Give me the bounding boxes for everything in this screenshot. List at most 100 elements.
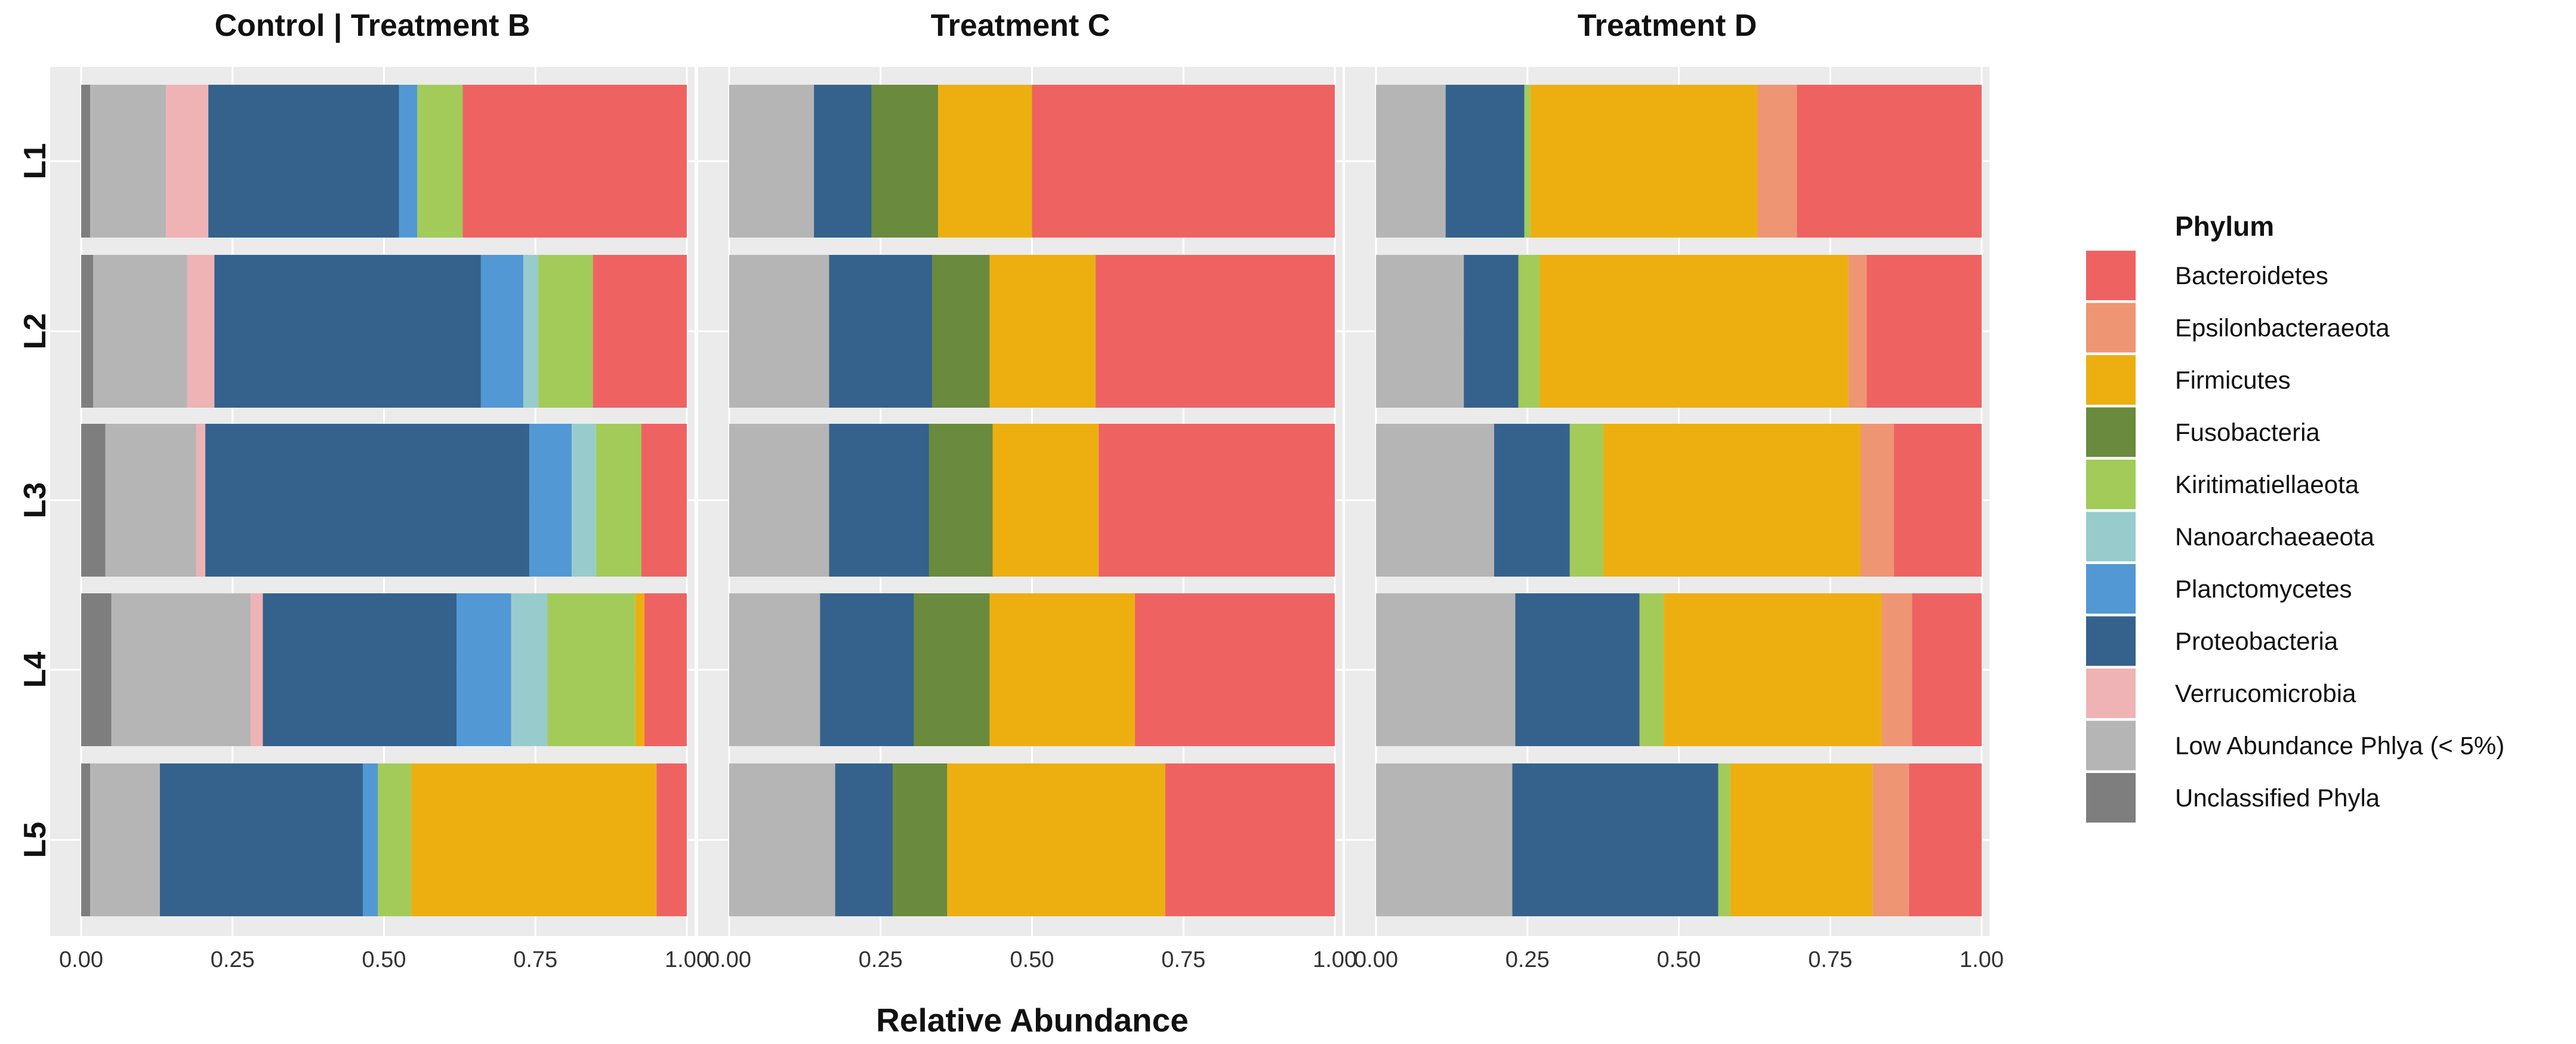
legend-label-low-abundance-phlya-5: Low Abundance Phlya (< 5%): [2175, 732, 2504, 760]
bar-segment-l1-epsilonbacteraeota: [1757, 85, 1797, 238]
row-label-l4: L4: [18, 652, 53, 688]
bar-segment-l2-low-abundance-phlya-5: [1376, 255, 1464, 408]
panel-title: Control | Treatment B: [215, 8, 530, 43]
bar-segment-l4-firmicutes: [1664, 593, 1882, 746]
bar-segment-l3-low-abundance-phlya-5: [1376, 424, 1494, 577]
x-tick-label: 0.25: [859, 947, 903, 972]
legend-swatch-firmicutes: [2086, 355, 2136, 405]
bar-segment-l1-planctomycetes: [399, 85, 418, 238]
bar-segment-l5-planctomycetes: [362, 763, 378, 916]
bar-segment-l2-kiritimatiellaeota: [1518, 255, 1540, 408]
bar-segment-l3-unclassified-phyla: [81, 424, 106, 577]
legend-label-fusobacteria: Fusobacteria: [2175, 418, 2320, 446]
row-label-l2: L2: [18, 313, 53, 350]
bar-segment-l5-firmicutes: [411, 763, 657, 916]
bar-segment-l2-firmicutes: [1540, 255, 1849, 408]
bar-segment-l4-nanoarchaeaeota: [511, 593, 548, 746]
legend-swatch-fusobacteria: [2086, 407, 2136, 457]
legend-label-proteobacteria: Proteobacteria: [2175, 627, 2339, 655]
bar-segment-l1-low-abundance-phlya-5: [90, 85, 166, 238]
x-tick-label: 0.75: [1808, 947, 1852, 972]
bar-segment-l3-epsilonbacteraeota: [1861, 424, 1894, 577]
bar-segment-l3-bacteroidetes: [1099, 424, 1335, 577]
legend-swatch-kiritimatiellaeota: [2086, 460, 2136, 509]
bar-segment-l4-kiritimatiellaeota: [547, 593, 635, 746]
x-tick-label: 1.00: [1960, 947, 2004, 972]
legend-label-verrucomicrobia: Verrucomicrobia: [2175, 679, 2356, 707]
x-tick-label: 0.00: [707, 947, 751, 972]
bar-segment-l4-firmicutes: [989, 593, 1136, 746]
bar-segment-l4-bacteroidetes: [644, 593, 687, 746]
panel-control-treatment-b: Control | Treatment B 0.00 0.25 0.50 0.75 1.0…: [50, 8, 709, 972]
bar-segment-l3-low-abundance-phlya-5: [729, 424, 829, 577]
bar-segment-l5-proteobacteria: [159, 763, 363, 916]
bar-segment-l3-proteobacteria: [829, 424, 929, 577]
bar-segment-l1-unclassified-phyla: [81, 85, 91, 238]
bar-segment-l2-bacteroidetes: [593, 255, 687, 408]
x-tick-label: 0.50: [1010, 947, 1054, 972]
bar-segment-l2-verrucomicrobia: [187, 255, 215, 408]
x-tick-label: 0.75: [1161, 947, 1205, 972]
x-tick-label: 0.00: [1354, 947, 1398, 972]
x-tick-label: 1.00: [1313, 947, 1357, 972]
bar-segment-l4-low-abundance-phlya-5: [729, 593, 820, 746]
row-label-l5: L5: [18, 822, 53, 858]
x-tick-label: 0.00: [59, 947, 103, 972]
bar-segment-l2-unclassified-phyla: [81, 255, 94, 408]
bar-segment-l3-verrucomicrobia: [196, 424, 206, 577]
legend-swatch-unclassified-phyla: [2086, 773, 2136, 823]
legend-swatch-low-abundance-phlya-5: [2086, 720, 2136, 771]
legend-swatch-epsilonbacteraeota: [2086, 303, 2136, 353]
bar-segment-l1-proteobacteria: [208, 85, 399, 238]
x-tick-label: 0.50: [1657, 947, 1701, 972]
bar-segment-l2-kiritimatiellaeota: [538, 255, 593, 408]
bar-segment-l3-planctomycetes: [529, 424, 572, 577]
bar-segment-l5-kiritimatiellaeota: [378, 763, 412, 916]
row-label-l1: L1: [18, 143, 53, 180]
x-tick-label: 0.75: [513, 947, 557, 972]
legend-swatch-nanoarchaeaeota: [2086, 512, 2136, 562]
bar-segment-l5-low-abundance-phlya-5: [90, 763, 160, 916]
bar-segment-l1-proteobacteria: [1445, 85, 1525, 238]
legend-label-epsilonbacteraeota: Epsilonbacteraeota: [2175, 314, 2390, 342]
legend-swatch-proteobacteria: [2086, 616, 2136, 666]
bar-segment-l5-bacteroidetes: [656, 763, 687, 916]
bar-segment-l1-low-abundance-phlya-5: [1376, 85, 1446, 238]
bar-segment-l1-firmicutes: [1530, 85, 1758, 238]
bar-segment-l4-unclassified-phyla: [81, 593, 112, 746]
panel-treatment-c: Treatment C 0.00 0.25 0.50 0.75 1.00: [698, 8, 1357, 972]
bar-segment-l3-nanoarchaeaeota: [572, 424, 596, 577]
bar-segment-l5-low-abundance-phlya-5: [1376, 763, 1513, 916]
bar-segment-l1-bacteroidetes: [462, 85, 687, 238]
bar-segment-l3-bacteroidetes: [1893, 424, 1982, 577]
bar-segment-l4-epsilonbacteraeota: [1881, 593, 1912, 746]
bar-segment-l4-low-abundance-phlya-5: [1376, 593, 1516, 746]
bar-segment-l5-bacteroidetes: [1909, 763, 1982, 916]
legend-label-kiritimatiellaeota: Kiritimatiellaeota: [2175, 470, 2359, 498]
bar-segment-l1-fusobacteria: [871, 85, 939, 238]
legend-title: Phylum: [2175, 211, 2274, 242]
bar-segment-l1-kiritimatiellaeota: [417, 85, 463, 238]
bar-segment-l5-firmicutes: [1730, 763, 1873, 916]
bar-segment-l3-kiritimatiellaeota: [1569, 424, 1603, 577]
legend: Phylum Bacteroidetes Epsilonbacteraeota Fi…: [2086, 211, 2504, 823]
bar-segment-l3-proteobacteria: [205, 424, 530, 577]
bar-segment-l3-firmicutes: [1603, 424, 1861, 577]
legend-label-firmicutes: Firmicutes: [2175, 366, 2291, 394]
bar-segment-l4-verrucomicrobia: [251, 593, 263, 746]
bar-segment-l2-planctomycetes: [480, 255, 523, 408]
bar-segment-l4-low-abundance-phlya-5: [111, 593, 251, 746]
bar-segment-l5-kiritimatiellaeota: [1718, 763, 1730, 916]
panel-title: Treatment C: [931, 8, 1110, 43]
bar-segment-l4-bacteroidetes: [1135, 593, 1335, 746]
bar-segment-l4-kiritimatiellaeota: [1639, 593, 1664, 746]
x-tick-label: 0.50: [362, 947, 406, 972]
bar-segment-l2-proteobacteria: [829, 255, 933, 408]
bar-segment-l1-proteobacteria: [814, 85, 872, 238]
panel-title: Treatment D: [1578, 8, 1757, 43]
legend-swatch-verrucomicrobia: [2086, 669, 2136, 718]
bar-segment-l3-low-abundance-phlya-5: [105, 424, 196, 577]
panel-treatment-d: Treatment D 0.00 0.25 0.50 0.75 1.00: [1345, 8, 2004, 972]
bar-segment-l2-proteobacteria: [1464, 255, 1519, 408]
